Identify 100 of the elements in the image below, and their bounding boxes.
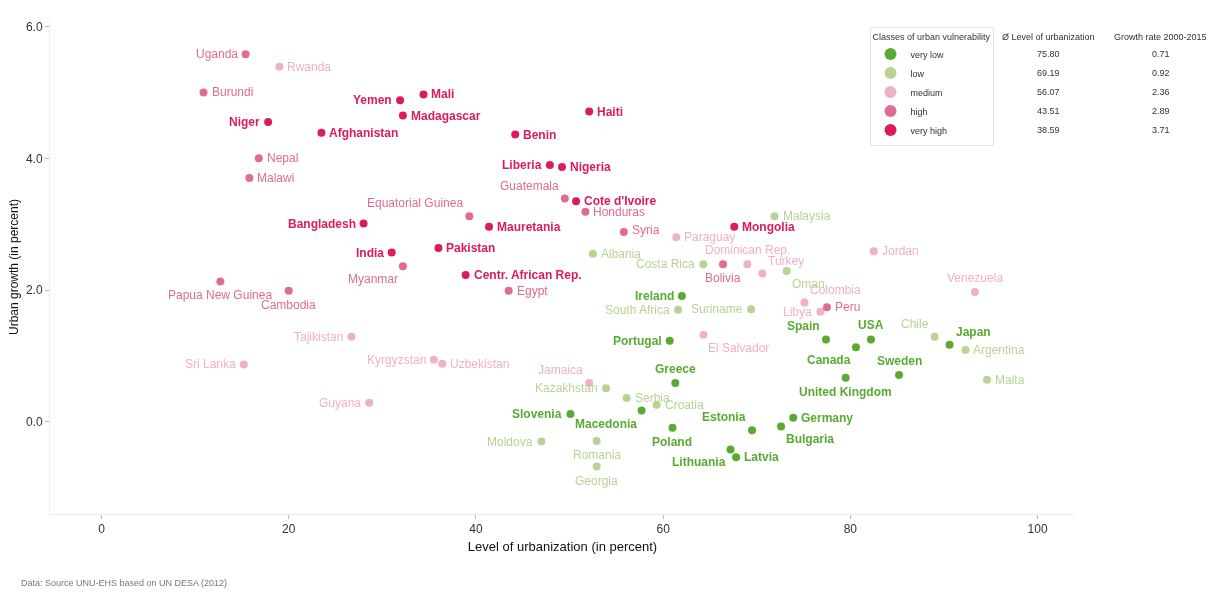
point <box>970 288 979 297</box>
text: 0.92 <box>1152 68 1170 78</box>
annotation: Bolivia <box>705 271 741 285</box>
point <box>199 88 208 97</box>
text: 3.71 <box>1152 125 1170 135</box>
x-tick-label: 80 <box>843 522 858 537</box>
annotation: Kyrgyzstan <box>367 353 427 367</box>
point <box>560 194 569 203</box>
point <box>758 269 767 278</box>
y-tick-label: 4.0 <box>25 151 43 166</box>
point <box>241 50 250 59</box>
point <box>851 343 860 352</box>
point <box>545 160 554 169</box>
point <box>895 371 904 380</box>
annotation: Nigeria <box>570 160 612 174</box>
point <box>699 260 708 269</box>
annotation: Libya <box>783 305 813 319</box>
point <box>869 247 878 256</box>
annotation: Malaysia <box>783 209 831 223</box>
point <box>747 305 756 314</box>
point <box>588 249 597 258</box>
x-tick-label: 20 <box>282 522 296 537</box>
point <box>743 260 752 269</box>
annotation: Georgia <box>575 474 619 488</box>
annotation: Uganda <box>196 47 239 61</box>
annotation: Jamaica <box>538 363 584 377</box>
legend-label: very high <box>910 125 948 136</box>
annotation: Ø Level of urbanization <box>1002 32 1095 42</box>
point <box>438 359 447 368</box>
annotation: Macedonia <box>575 417 638 431</box>
annotation: 75.80 <box>1037 49 1060 59</box>
point <box>387 248 396 257</box>
point <box>777 422 786 431</box>
legend-label: high <box>910 106 928 117</box>
legend-label: low <box>910 68 925 79</box>
y-tick-label: 2.0 <box>25 283 43 298</box>
annotation: Malawi <box>257 171 295 185</box>
annotation: Uzbekistan <box>450 357 510 371</box>
annotation: Myanmar <box>348 272 399 286</box>
annotation: El Salvador <box>708 341 770 355</box>
point <box>730 222 739 231</box>
point <box>866 335 875 344</box>
y-tick-label: 0.0 <box>25 414 43 429</box>
annotation: 43.51 <box>1037 106 1060 116</box>
annotation: United Kingdom <box>799 385 892 399</box>
annotation: Ireland <box>635 289 675 303</box>
text: Growth rate 2000-2015 <box>1114 32 1207 42</box>
text: 0.71 <box>1152 49 1170 59</box>
point <box>822 335 830 344</box>
annotation: Nepal <box>267 151 299 165</box>
point <box>671 378 680 387</box>
annotation: Guyana <box>319 396 362 410</box>
point <box>672 233 681 242</box>
annotation: Canada <box>807 353 851 367</box>
point <box>619 228 628 237</box>
annotation: Afghanistan <box>329 126 399 140</box>
annotation: Poland <box>652 435 693 449</box>
point <box>216 277 225 286</box>
point <box>566 409 575 418</box>
annotation: Mauretania <box>497 220 561 234</box>
annotation: Benin <box>523 128 557 142</box>
annotation: Pakistan <box>446 241 496 255</box>
point <box>581 207 590 216</box>
point <box>398 262 407 271</box>
annotation: Germany <box>801 411 854 425</box>
point <box>245 174 254 183</box>
annotation: Moldova <box>487 435 533 449</box>
annotation: Liberia <box>502 158 542 172</box>
annotation: Spain <box>787 319 820 333</box>
annotation: Latvia <box>744 450 780 464</box>
annotation: Venezuela <box>947 271 1004 285</box>
text: Data: Source UNU-EHS based on UN DESA (2012) <box>21 578 228 588</box>
point <box>592 462 601 471</box>
point <box>461 270 470 279</box>
point <box>945 340 954 349</box>
point <box>674 305 683 314</box>
annotation: Portugal <box>613 334 662 348</box>
legend-title: Classes of urban vulnerability <box>872 31 991 42</box>
annotation: Guatemala <box>500 179 560 193</box>
annotation: Mongolia <box>742 220 795 234</box>
annotation: Egypt <box>517 284 549 298</box>
point <box>668 423 677 432</box>
y-tick-label: 6.0 <box>25 19 43 34</box>
annotation: Kazakhstan <box>535 381 598 395</box>
point <box>770 212 779 221</box>
point <box>699 330 708 339</box>
point <box>284 286 293 295</box>
point <box>930 332 939 341</box>
point <box>665 336 674 345</box>
point <box>264 118 273 127</box>
point <box>275 62 284 71</box>
point <box>637 406 646 415</box>
annotation: 38.59 <box>1037 125 1060 135</box>
point <box>347 332 356 341</box>
legend-label: medium <box>910 87 943 98</box>
annotation: Cote d'Ivoire <box>584 194 657 208</box>
annotation: Yemen <box>353 93 392 107</box>
point <box>504 286 513 295</box>
y-axis-title: Urban growth (in percent) <box>7 198 22 336</box>
annotation: Burundi <box>212 85 254 99</box>
